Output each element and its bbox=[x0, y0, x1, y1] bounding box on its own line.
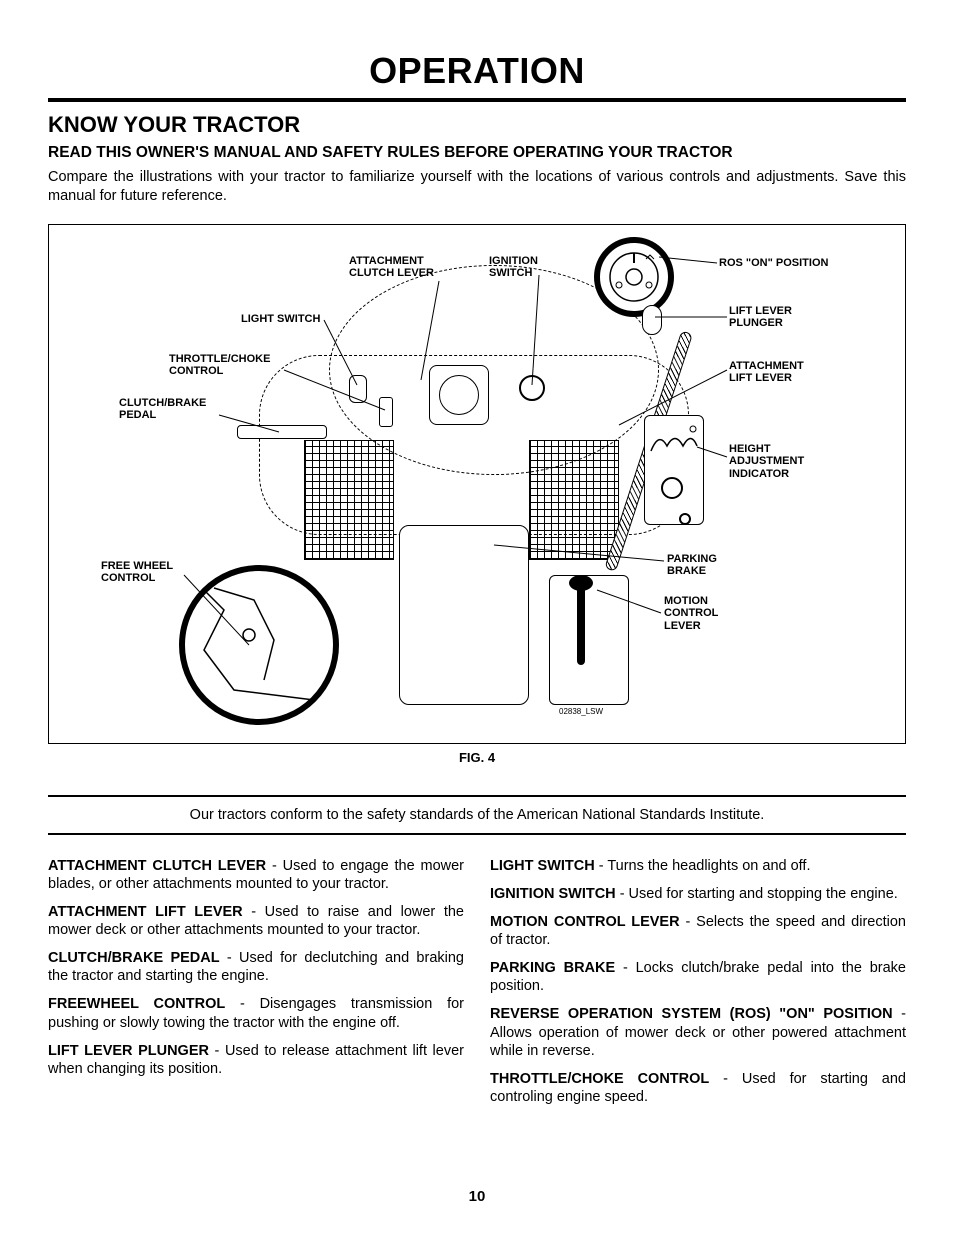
sub-heading: READ THIS OWNER'S MANUAL AND SAFETY RULE… bbox=[48, 144, 906, 162]
def-item: LIFT LEVER PLUNGER - Used to release att… bbox=[48, 1042, 464, 1078]
figure-diagram: ATTACHMENT CLUTCH LEVER LIGHT SWITCH THR… bbox=[48, 224, 906, 744]
callout-attachment-lift-lever: ATTACHMENT LIFT LEVER bbox=[729, 360, 804, 385]
leader-lines bbox=[49, 225, 907, 745]
callout-ignition-switch: IGNITION SWITCH bbox=[489, 255, 538, 280]
intro-text: Compare the illustrations with your trac… bbox=[48, 168, 906, 206]
def-item: REVERSE OPERATION SYSTEM (ROS) "ON" POSI… bbox=[490, 1005, 906, 1059]
heading-rule bbox=[48, 98, 906, 102]
callout-attachment-clutch-lever: ATTACHMENT CLUTCH LEVER bbox=[349, 255, 434, 280]
definitions-right-column: LIGHT SWITCH - Turns the headlights on a… bbox=[490, 857, 906, 1116]
callout-clutch-brake-pedal: CLUTCH/BRAKE PEDAL bbox=[119, 397, 206, 422]
def-item: MOTION CONTROL LEVER - Selects the speed… bbox=[490, 913, 906, 949]
def-item: ATTACHMENT CLUTCH LEVER - Used to engage… bbox=[48, 857, 464, 893]
callout-height-adjustment: HEIGHT ADJUSTMENT INDICATOR bbox=[729, 443, 804, 481]
section-heading: KNOW YOUR TRACTOR bbox=[48, 112, 906, 138]
def-item: PARKING BRAKE - Locks clutch/brake pedal… bbox=[490, 959, 906, 995]
def-item: THROTTLE/CHOKE CONTROL - Used for starti… bbox=[490, 1070, 906, 1106]
def-item: ATTACHMENT LIFT LEVER - Used to raise an… bbox=[48, 903, 464, 939]
definitions-columns: ATTACHMENT CLUTCH LEVER - Used to engage… bbox=[48, 857, 906, 1116]
def-item: CLUTCH/BRAKE PEDAL - Used for declutchin… bbox=[48, 949, 464, 985]
definitions-left-column: ATTACHMENT CLUTCH LEVER - Used to engage… bbox=[48, 857, 464, 1116]
callout-light-switch: LIGHT SWITCH bbox=[241, 313, 320, 326]
page-number: 10 bbox=[0, 1188, 954, 1205]
callout-lift-lever-plunger: LIFT LEVER PLUNGER bbox=[729, 305, 792, 330]
callout-motion-control-lever: MOTION CONTROL LEVER bbox=[664, 595, 718, 633]
def-item: LIGHT SWITCH - Turns the headlights on a… bbox=[490, 857, 906, 875]
callout-parking-brake: PARKING BRAKE bbox=[667, 553, 717, 578]
def-item: IGNITION SWITCH - Used for starting and … bbox=[490, 885, 906, 903]
def-item: FREEWHEEL CONTROL - Disengages transmiss… bbox=[48, 995, 464, 1031]
figure-caption: FIG. 4 bbox=[48, 750, 906, 765]
callout-ros-on: ROS "ON" POSITION bbox=[719, 257, 828, 270]
page-title: OPERATION bbox=[48, 50, 906, 92]
drawing-id: 02838_LSW bbox=[559, 707, 603, 716]
callout-free-wheel-control: FREE WHEEL CONTROL bbox=[101, 560, 173, 585]
callout-throttle-choke: THROTTLE/CHOKE CONTROL bbox=[169, 353, 270, 378]
safety-note: Our tractors conform to the safety stand… bbox=[48, 795, 906, 835]
